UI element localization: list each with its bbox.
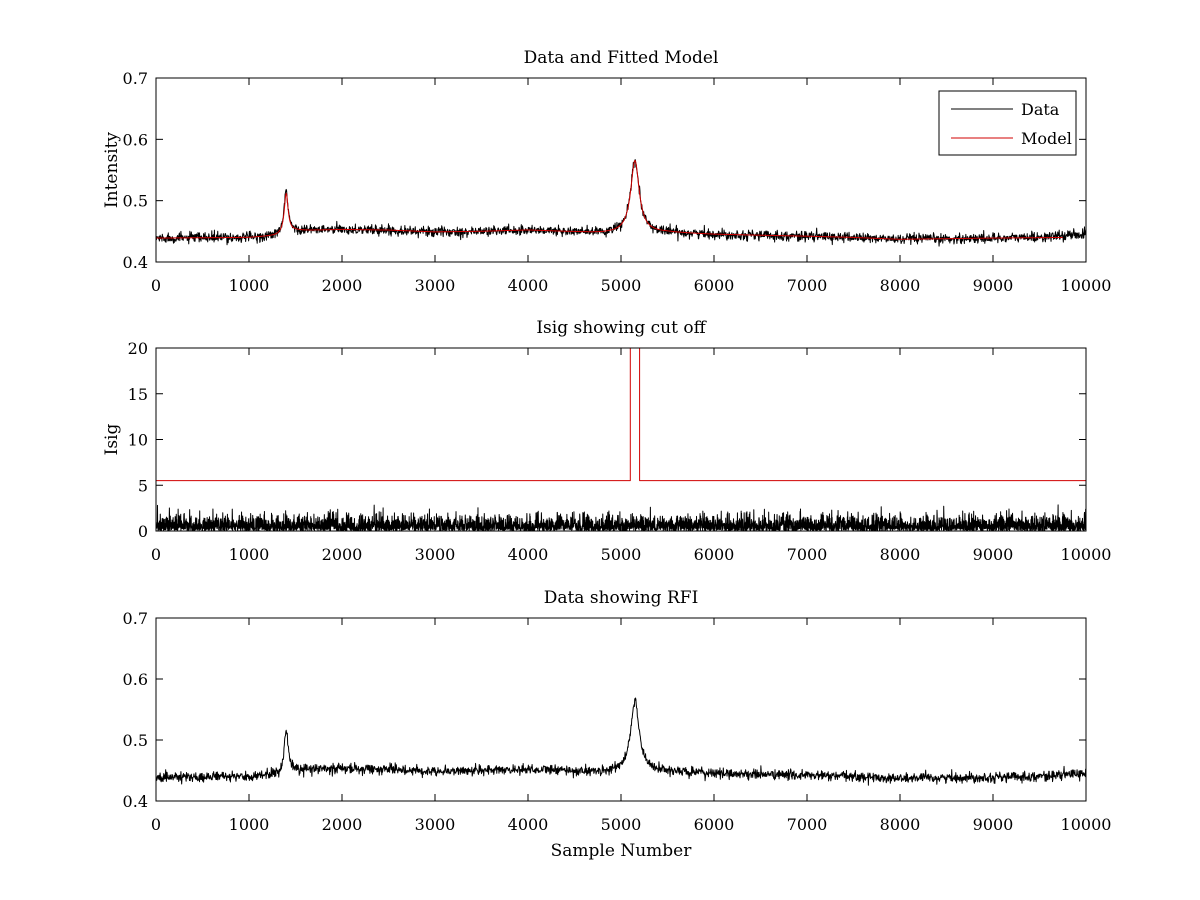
y-tick-label: 10 — [128, 431, 148, 450]
series-group — [156, 697, 1086, 786]
series-line-data — [156, 697, 1086, 786]
x-tick-label: 6000 — [694, 815, 735, 834]
x-tick-label: 5000 — [601, 276, 642, 295]
x-tick-label: 4000 — [508, 815, 549, 834]
series-group — [156, 159, 1086, 247]
x-tick-label: 6000 — [694, 276, 735, 295]
x-tick-label: 0 — [151, 545, 161, 564]
plot-area — [156, 618, 1086, 801]
y-tick-label: 0.6 — [123, 130, 148, 149]
legend-label: Data — [1021, 100, 1060, 119]
x-tick-label: 2000 — [322, 276, 363, 295]
x-tick-label: 7000 — [787, 276, 828, 295]
series-line-cut-off — [156, 348, 1086, 482]
legend: Data Model — [938, 90, 1077, 156]
series-line-model — [156, 159, 1063, 240]
y-tick-label: 0.4 — [123, 792, 148, 811]
x-tick-label: 1000 — [229, 276, 270, 295]
x-axis-label: Sample Number — [551, 841, 693, 861]
x-tick-label: 4000 — [508, 276, 549, 295]
y-tick-label: 0.4 — [123, 253, 148, 272]
chart-panel-1: 0 1000 2000 3000 4000 5000 6000 7000 8000 9000 100… — [102, 48, 1111, 295]
y-tick-label: 0.5 — [123, 731, 148, 750]
y-tick-label: 5 — [138, 476, 148, 495]
legend-box — [938, 90, 1077, 156]
chart-title: Data showing RFI — [544, 588, 699, 608]
x-tick-label: 5000 — [601, 815, 642, 834]
y-tick-label: 20 — [128, 339, 148, 358]
legend-label: Model — [1021, 129, 1072, 148]
x-tick-label: 8000 — [880, 815, 921, 834]
x-tick-label: 3000 — [415, 276, 456, 295]
chart-panel-2: 0 1000 2000 3000 4000 5000 6000 7000 8000 9000 100… — [102, 318, 1111, 564]
x-tick-label: 2000 — [322, 815, 363, 834]
x-tick-label: 7000 — [787, 545, 828, 564]
y-tick-label: 0.5 — [123, 192, 148, 211]
y-tick-label: 0 — [138, 522, 148, 541]
x-tick-label: 1000 — [229, 545, 270, 564]
chart-panel-3: 0 1000 2000 3000 4000 5000 6000 7000 8000 9000 100… — [123, 588, 1112, 861]
series-line-data — [156, 159, 1086, 247]
y-tick-label: 15 — [128, 385, 148, 404]
x-tick-label: 10000 — [1061, 276, 1112, 295]
x-tick-label: 5000 — [601, 545, 642, 564]
chart-title: Isig showing cut off — [536, 318, 707, 338]
x-tick-label: 3000 — [415, 815, 456, 834]
x-tick-label: 4000 — [508, 545, 549, 564]
chart-title: Data and Fitted Model — [524, 48, 719, 68]
y-tick-label: 0.7 — [123, 69, 148, 88]
x-tick-label: 3000 — [415, 545, 456, 564]
y-axis-label: Intensity — [102, 132, 122, 208]
y-tick-label: 0.6 — [123, 670, 148, 689]
x-tick-label: 9000 — [973, 815, 1014, 834]
y-axis-label: Isig — [102, 424, 122, 456]
x-tick-label: 9000 — [973, 545, 1014, 564]
x-tick-label: 10000 — [1061, 545, 1112, 564]
x-tick-label: 9000 — [973, 276, 1014, 295]
x-tick-label: 1000 — [229, 815, 270, 834]
x-tick-label: 10000 — [1061, 815, 1112, 834]
x-tick-label: 2000 — [322, 545, 363, 564]
x-tick-label: 7000 — [787, 815, 828, 834]
x-tick-label: 6000 — [694, 545, 735, 564]
x-tick-label: 8000 — [880, 276, 921, 295]
x-tick-label: 8000 — [880, 545, 921, 564]
y-tick-label: 0.7 — [123, 609, 148, 628]
x-tick-label: 0 — [151, 276, 161, 295]
plot-area — [156, 348, 1086, 531]
x-tick-label: 0 — [151, 815, 161, 834]
